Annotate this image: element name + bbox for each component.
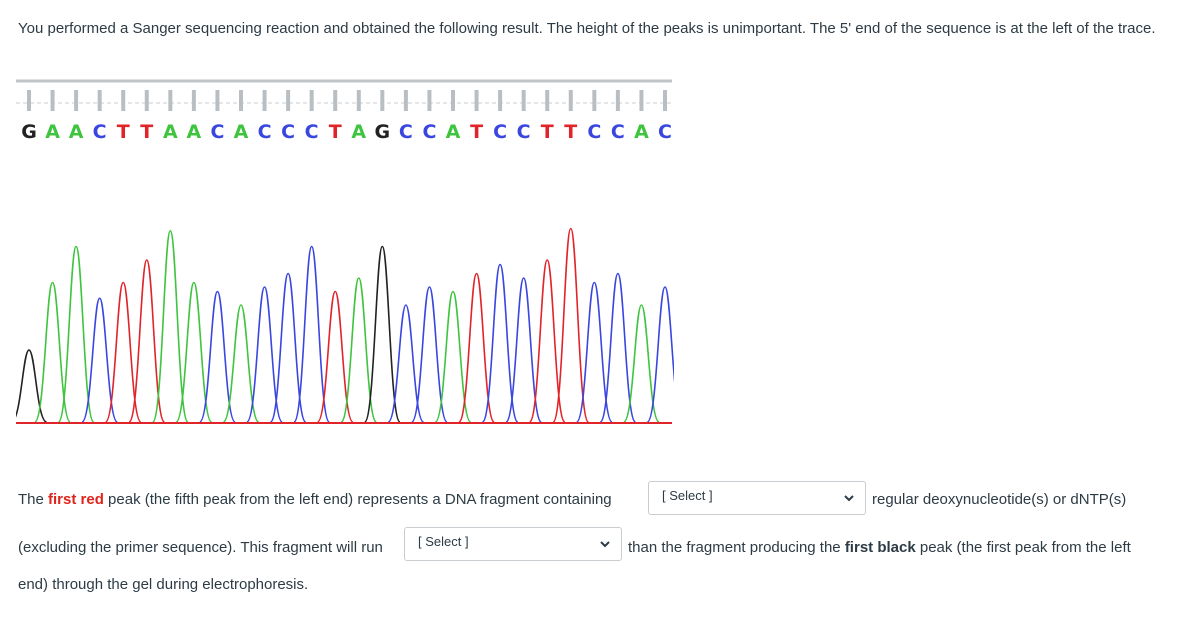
- chromatogram: [16, 78, 674, 430]
- peak-7: [151, 229, 189, 423]
- quality-bar-21: [498, 90, 503, 111]
- quality-bar-22: [521, 90, 526, 111]
- quality-bar-26: [615, 90, 620, 111]
- base-call-24: T: [564, 121, 578, 143]
- question-line-2: (excluding the primer sequence). This fr…: [18, 539, 383, 556]
- quality-bar-11: [262, 90, 267, 111]
- quality-bar-24: [568, 90, 573, 111]
- peak-11: [246, 286, 283, 423]
- base-call-1: G: [21, 121, 37, 143]
- quality-bar-3: [74, 90, 79, 111]
- peak-25: [575, 281, 613, 423]
- peak-28: [646, 286, 674, 423]
- peak-4: [81, 297, 119, 423]
- peak-23: [528, 259, 566, 423]
- base-call-13: C: [304, 121, 319, 143]
- base-call-7: A: [162, 121, 178, 143]
- quality-bar-12: [286, 90, 291, 111]
- quality-bar-15: [356, 90, 361, 111]
- peak-12: [269, 272, 307, 423]
- base-call-10: A: [233, 121, 249, 143]
- quality-bar-18: [427, 90, 432, 111]
- base-call-2: A: [45, 121, 60, 143]
- peak-5: [104, 281, 142, 423]
- first-black-emphasis: first black: [844, 539, 916, 556]
- peak-14: [316, 290, 354, 423]
- base-call-28: C: [658, 121, 672, 143]
- base-call-23: T: [540, 121, 554, 143]
- select-migration-speed[interactable]: [ Select ]: [404, 527, 622, 561]
- peak-17: [387, 304, 425, 423]
- quality-bar-27: [639, 90, 644, 111]
- question-line-2-tail: than the fragment producing the first bl…: [628, 539, 1131, 556]
- base-call-17: C: [398, 121, 413, 143]
- base-call-5: T: [116, 121, 130, 143]
- base-call-14: T: [328, 121, 342, 143]
- base-call-11: C: [257, 121, 272, 143]
- peak-2: [34, 281, 71, 423]
- quality-bar-23: [545, 90, 550, 111]
- intro-text: You performed a Sanger sequencing reacti…: [18, 20, 1156, 37]
- base-call-16: G: [374, 121, 391, 143]
- quality-bar-25: [592, 90, 597, 111]
- peak-6: [128, 259, 166, 423]
- quality-bar-10: [239, 90, 243, 111]
- peak-9: [199, 290, 236, 423]
- peak-19: [434, 290, 472, 423]
- base-call-27: A: [634, 121, 649, 143]
- question-line-3: end) through the gel during electrophore…: [18, 576, 309, 593]
- question-line-1: The first red peak (the fifth peak from …: [18, 491, 612, 508]
- quality-bar-14: [333, 90, 338, 111]
- peak-21: [481, 263, 519, 423]
- peak-8: [175, 281, 213, 423]
- base-call-15: A: [351, 121, 367, 143]
- peak-18: [411, 286, 448, 423]
- peak-3: [57, 245, 95, 423]
- base-call-25: C: [587, 121, 602, 143]
- base-call-26: C: [610, 121, 625, 143]
- quality-bar-6: [144, 90, 149, 111]
- base-call-12: C: [281, 121, 296, 143]
- base-call-20: T: [470, 121, 484, 143]
- chromatogram-plot: [16, 79, 674, 424]
- quality-bar-9: [215, 90, 220, 111]
- peak-20: [458, 272, 495, 423]
- quality-bar-19: [451, 90, 455, 111]
- peak-24: [552, 227, 590, 423]
- quality-bar-17: [403, 90, 408, 111]
- quality-bar-4: [97, 90, 102, 111]
- chevron-down-icon: [844, 495, 854, 502]
- question-line-1-tail: regular deoxynucleotide(s) or dNTP(s): [872, 491, 1127, 508]
- quality-bar-5: [121, 90, 126, 111]
- peak-15: [340, 277, 378, 423]
- peak-27: [623, 304, 660, 423]
- base-call-3: A: [68, 121, 84, 143]
- base-call-9: C: [210, 121, 225, 143]
- base-call-22: C: [516, 121, 531, 143]
- quality-bar-20: [474, 90, 479, 111]
- quality-bar-7: [168, 90, 173, 111]
- peak-10: [222, 304, 260, 423]
- quality-bar-28: [663, 90, 667, 111]
- chevron-down-icon: [600, 541, 610, 548]
- base-call-4: C: [92, 121, 107, 143]
- quality-bar-13: [309, 90, 314, 111]
- base-call-21: C: [493, 121, 508, 143]
- first-red-emphasis: first red: [48, 491, 104, 508]
- quality-bar-8: [191, 90, 196, 111]
- quality-bar-2: [50, 90, 55, 111]
- peak-22: [505, 277, 543, 423]
- base-call-8: A: [186, 121, 202, 143]
- peak-13: [293, 245, 331, 423]
- quality-bar-16: [380, 90, 385, 111]
- quality-bar-1: [27, 90, 31, 111]
- base-call-18: C: [422, 121, 437, 143]
- peak-26: [599, 272, 637, 423]
- base-call-19: A: [445, 121, 461, 143]
- peak-16: [363, 245, 401, 423]
- base-call-6: T: [140, 121, 154, 143]
- select-dntp-count[interactable]: [ Select ]: [648, 481, 866, 515]
